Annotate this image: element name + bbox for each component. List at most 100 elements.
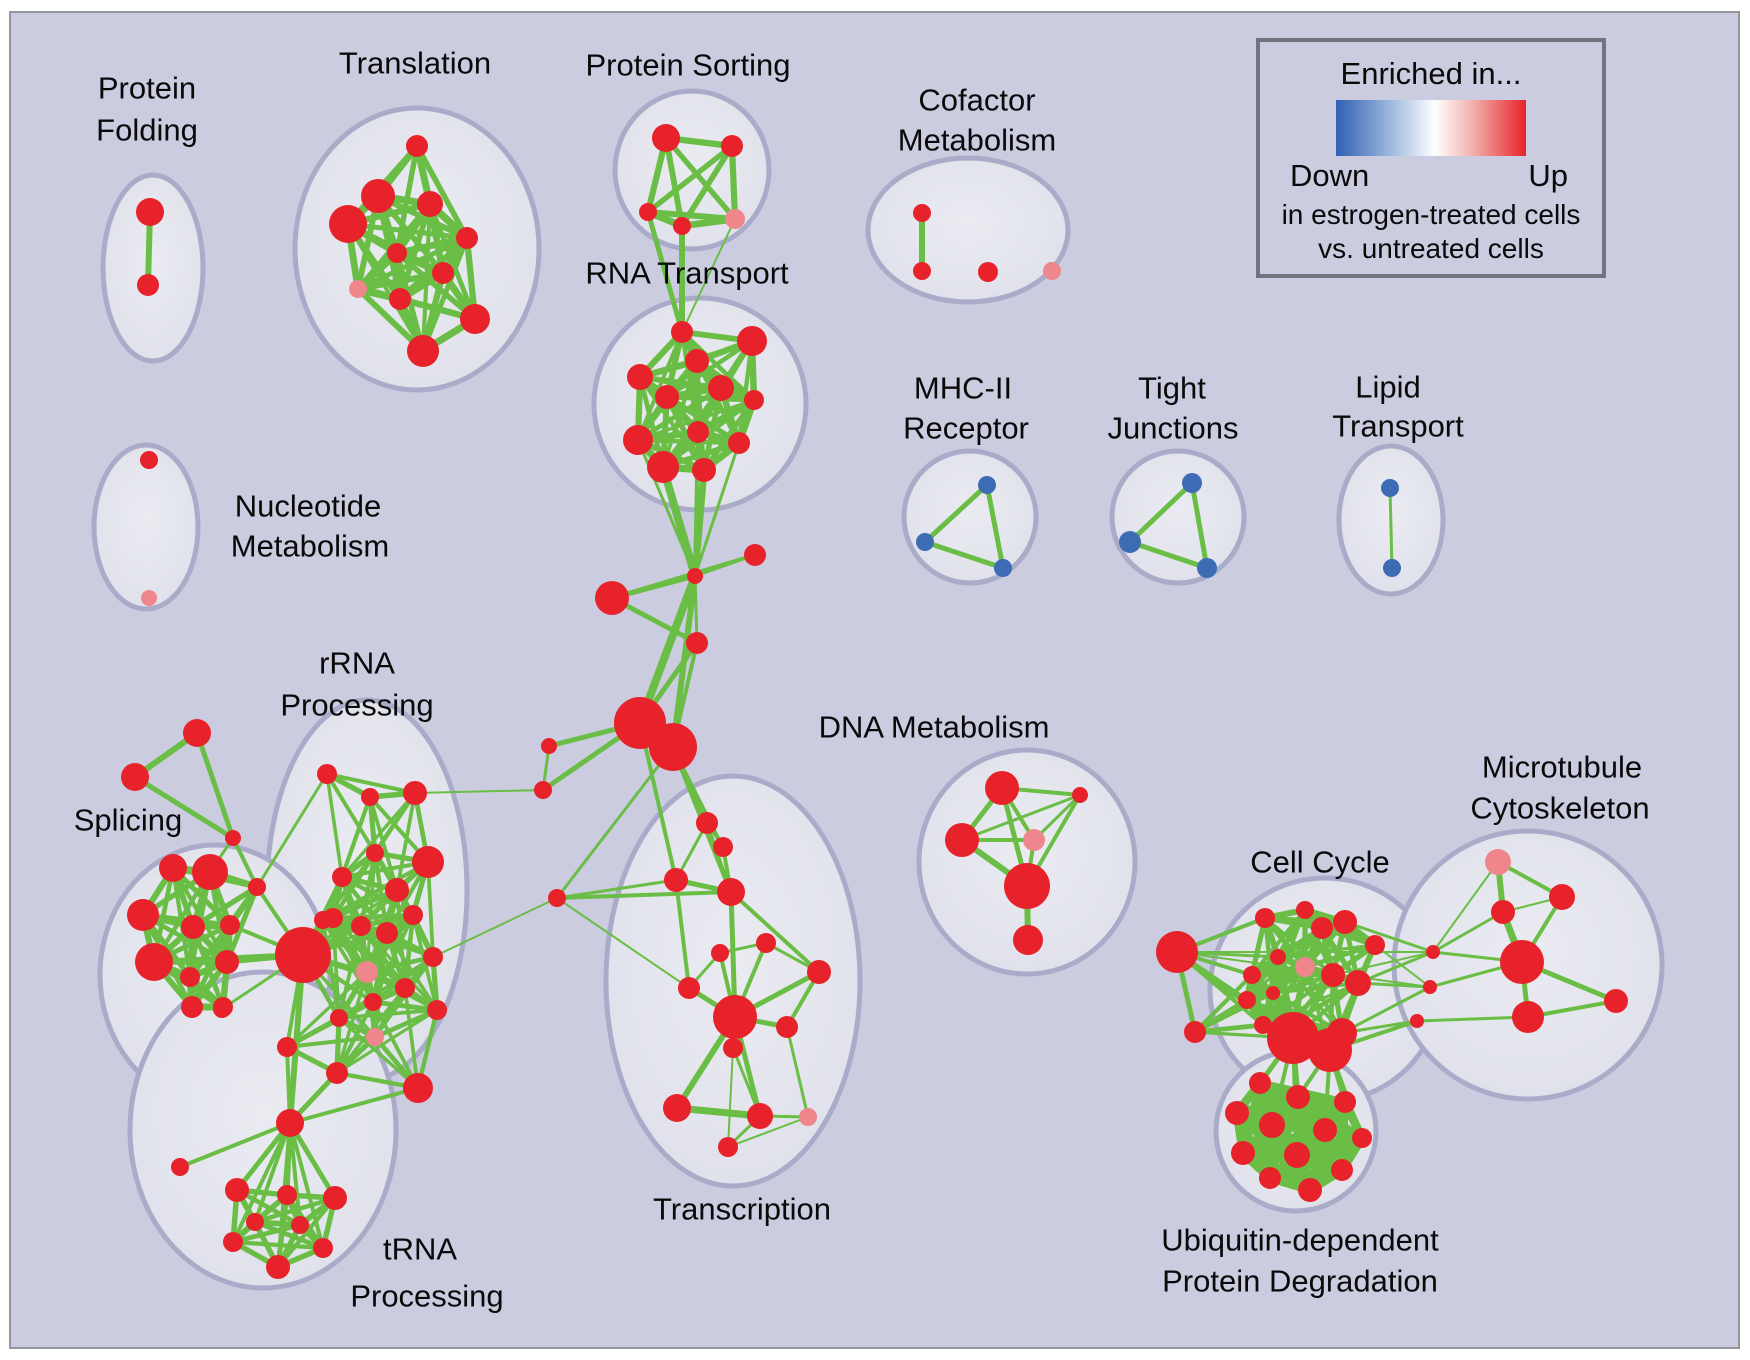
network-edge	[922, 482, 990, 545]
gene-set-node	[1243, 966, 1261, 984]
cluster-label-rna-transport: RNA Transport	[585, 256, 789, 291]
gene-set-node	[1259, 1167, 1281, 1189]
gene-set-node	[1267, 1012, 1319, 1064]
network-edge	[1266, 1166, 1346, 1182]
gene-set-node	[403, 781, 427, 805]
gene-set-node	[978, 476, 996, 494]
network-edge	[340, 791, 417, 879]
gene-set-node	[389, 288, 411, 310]
gene-set-node	[323, 1186, 347, 1210]
gene-set-node	[395, 978, 415, 998]
network-edge	[785, 1025, 810, 1119]
gene-set-node	[356, 961, 378, 983]
network-edge	[288, 1121, 325, 1250]
gene-set-node	[423, 947, 443, 967]
cluster-label-cofactor-2: Metabolism	[898, 123, 1057, 158]
gene-set-node	[1333, 910, 1357, 934]
gene-set-node	[181, 915, 205, 939]
gene-set-node	[678, 977, 700, 999]
network-edge	[1127, 480, 1195, 545]
gene-set-node	[541, 738, 557, 754]
gene-set-node	[1352, 1128, 1372, 1148]
network-edge	[354, 269, 447, 293]
network-edge	[1388, 486, 1394, 570]
gene-set-node	[664, 868, 688, 892]
gene-set-node	[1072, 787, 1088, 803]
gene-set-node	[406, 135, 428, 157]
gene-set-node	[135, 943, 173, 981]
gene-set-node	[649, 723, 697, 771]
gene-set-node	[945, 823, 979, 857]
gene-set-node	[696, 812, 718, 834]
cluster-label-trna-1: tRNA	[383, 1232, 457, 1267]
network-edge	[1271, 981, 1360, 995]
gene-set-node	[121, 763, 149, 791]
gene-set-node	[1231, 1141, 1255, 1165]
gene-set-node	[361, 788, 379, 806]
cluster-label-microtubule-2: Cytoskeleton	[1470, 791, 1649, 826]
gene-set-node	[1197, 558, 1217, 578]
network-edge	[231, 1121, 292, 1244]
gene-set-node	[313, 1238, 333, 1258]
gene-set-node	[223, 1232, 243, 1252]
cluster-label-tight-1: Tight	[1138, 371, 1206, 406]
network-edge	[224, 884, 260, 965]
gene-set-node	[548, 889, 566, 907]
gene-set-node	[799, 1108, 817, 1126]
network-edge	[325, 772, 377, 855]
network-edge	[432, 897, 558, 958]
network-edge	[1127, 539, 1210, 571]
gene-set-node	[1284, 1142, 1310, 1168]
gene-set-node	[737, 326, 767, 356]
network-edge	[230, 1222, 303, 1245]
gene-set-node	[807, 960, 831, 984]
gene-set-node	[713, 995, 757, 1039]
network-edge	[1415, 1015, 1530, 1023]
gene-set-node	[246, 1213, 264, 1231]
network-edge	[337, 1008, 439, 1020]
network-edge	[393, 234, 471, 257]
cluster-label-dna-metabolism: DNA Metabolism	[819, 710, 1050, 745]
gene-set-node	[376, 922, 398, 944]
network-edge	[659, 463, 699, 580]
gene-set-node	[183, 719, 211, 747]
gene-set-node	[1182, 473, 1202, 493]
gene-set-node	[323, 908, 343, 928]
network-edge	[555, 745, 675, 900]
cluster-label-mhc-1: MHC-II	[914, 371, 1012, 406]
gene-set-node	[171, 1158, 189, 1176]
gene-set-node	[647, 451, 679, 483]
gene-set-node	[140, 451, 158, 469]
gene-set-node	[180, 967, 200, 987]
network-edge	[132, 774, 236, 841]
legend-title: Enriched in...	[1340, 56, 1522, 91]
cluster-label-lipid-2: Transport	[1332, 409, 1464, 444]
gene-set-node	[141, 590, 157, 606]
network-edge	[339, 794, 373, 880]
gene-set-node	[1286, 1085, 1310, 1109]
gene-set-node	[407, 335, 439, 367]
gene-set-node	[1023, 829, 1045, 851]
gene-set-node	[1266, 986, 1280, 1000]
gene-set-node	[417, 191, 443, 217]
gene-set-node	[364, 993, 382, 1011]
gene-set-node	[1254, 1016, 1272, 1034]
network-edge	[255, 772, 329, 889]
gene-set-node	[215, 950, 239, 974]
gene-set-node	[225, 830, 241, 846]
network-edge	[253, 1121, 292, 1224]
cluster-label-trna-2: Processing	[350, 1279, 503, 1314]
cluster-label-tight-2: Junctions	[1108, 411, 1239, 446]
network-edge	[645, 209, 685, 335]
network-edge	[285, 970, 369, 1049]
gene-set-node	[744, 544, 766, 566]
cluster-ellipse-cofactor-metabolism	[865, 155, 1071, 305]
network-edge	[960, 793, 1082, 842]
network-edge	[337, 955, 435, 1020]
network-edge	[325, 772, 417, 795]
network-edge	[1374, 944, 1431, 988]
gene-set-node	[534, 781, 552, 799]
network-edge	[728, 142, 739, 223]
gene-set-node	[277, 1185, 297, 1205]
network-edge	[1332, 951, 1434, 976]
